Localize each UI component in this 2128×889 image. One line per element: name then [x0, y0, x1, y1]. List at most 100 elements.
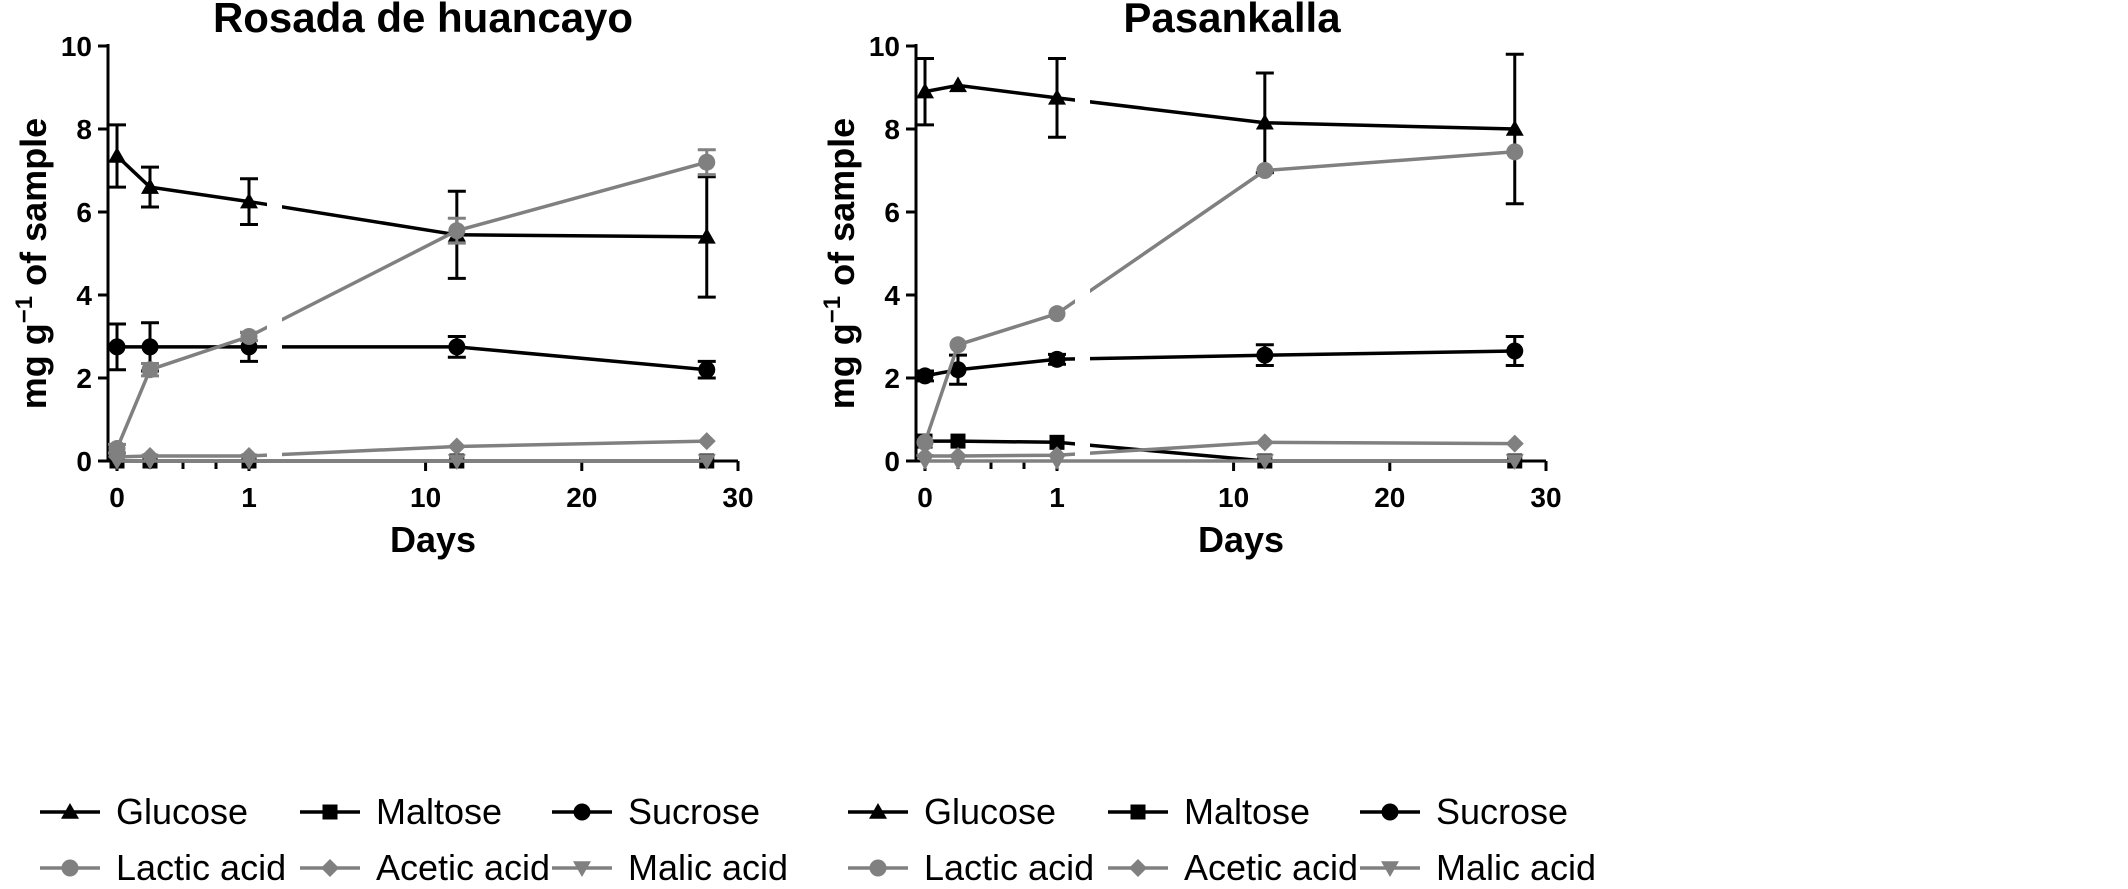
- data-point-glucose: [141, 178, 159, 194]
- legend-marker-malic-acid: [1381, 861, 1399, 877]
- data-point-sucrose: [1048, 350, 1066, 368]
- data-point-lactic-acid: [141, 361, 159, 379]
- series-glucose: [916, 52, 1524, 206]
- data-point-malic-acid: [916, 454, 934, 470]
- data-point-lactic-acid: [949, 336, 967, 354]
- series-maltose: [917, 433, 1523, 469]
- series-line-acetic-acid: [925, 440, 1515, 458]
- data-point-malic-acid: [1505, 454, 1524, 470]
- data-point-lactic-acid: [1506, 143, 1524, 161]
- series-sucrose: [916, 335, 1524, 386]
- legend-label: Sucrose: [1436, 791, 1568, 832]
- data-point-acetic-acid: [447, 437, 466, 456]
- legend-item-maltose: Maltose: [1108, 791, 1310, 832]
- x-tick-label: 30: [1530, 482, 1561, 513]
- series-malic-acid: [916, 454, 1524, 470]
- legend-item-malic-acid: Malic acid: [552, 847, 788, 888]
- legend-item-glucose: Glucose: [40, 791, 248, 832]
- legend-marker-acetic-acid: [321, 859, 339, 877]
- data-point-sucrose: [1256, 346, 1274, 364]
- data-point-glucose: [949, 76, 967, 93]
- y-tick-label: 0: [76, 446, 92, 477]
- legend-marker-glucose: [869, 803, 887, 819]
- chart-title: Pasankalla: [1123, 0, 1341, 41]
- legend-label: Lactic acid: [924, 847, 1094, 888]
- legend-label: Glucose: [924, 791, 1056, 832]
- data-point-lactic-acid: [240, 328, 258, 345]
- data-point-lactic-acid: [698, 153, 716, 171]
- data-point-malic-acid: [141, 454, 159, 470]
- y-axis-label: mg g−1 of sample: [11, 118, 54, 409]
- axis-break: [267, 36, 282, 459]
- y-tick-label: 4: [884, 280, 900, 311]
- data-point-lactic-acid: [1048, 305, 1066, 323]
- legend-marker-lactic-acid: [61, 859, 79, 877]
- data-point-sucrose: [1506, 342, 1524, 360]
- y-axis-label: mg g−1 of sample: [819, 118, 862, 409]
- legend-marker-sucrose: [1381, 803, 1399, 821]
- data-point-sucrose: [698, 361, 716, 379]
- data-point-sucrose: [141, 338, 159, 356]
- data-point-maltose: [1049, 434, 1065, 450]
- series-glucose: [108, 123, 716, 299]
- data-point-sucrose: [108, 338, 126, 356]
- series-line-lactic-acid: [923, 150, 1515, 443]
- data-point-glucose: [108, 146, 126, 163]
- data-point-glucose: [1255, 113, 1274, 130]
- series-line-sucrose: [924, 349, 1515, 378]
- legend-item-sucrose: Sucrose: [1360, 791, 1568, 832]
- legend-label: Maltose: [376, 791, 502, 832]
- y-tick-label: 8: [76, 114, 92, 145]
- data-point-malic-acid: [1048, 454, 1066, 470]
- legend-label: Acetic acid: [1184, 847, 1358, 888]
- x-axis-label: Days: [390, 519, 476, 560]
- legend-item-sucrose: Sucrose: [552, 791, 760, 832]
- legend-marker-maltose: [1130, 804, 1146, 820]
- x-tick-label: 30: [722, 482, 753, 513]
- data-point-malic-acid: [108, 454, 126, 470]
- data-point-glucose: [240, 192, 258, 209]
- data-point-glucose: [697, 227, 716, 244]
- x-tick-label: 20: [1374, 482, 1405, 513]
- data-point-lactic-acid: [448, 222, 466, 240]
- data-point-maltose: [950, 433, 966, 449]
- series-line-glucose: [924, 83, 1515, 131]
- chart-title: Rosada de huancayo: [213, 0, 633, 41]
- axis-break: [1075, 36, 1090, 459]
- data-point-acetic-acid: [697, 432, 716, 451]
- series-sucrose: [108, 321, 716, 380]
- y-tick-label: 8: [884, 114, 900, 145]
- y-tick-label: 4: [76, 280, 92, 311]
- legend-marker-maltose: [322, 804, 338, 820]
- data-point-sucrose: [949, 361, 967, 379]
- legend-2: Glucose Maltose Sucrose Lactic acid Acetic a…: [848, 791, 1596, 888]
- x-tick-label: 1: [241, 482, 257, 513]
- series-line-lactic-acid: [115, 160, 708, 450]
- x-axis-label: Days: [1198, 519, 1284, 560]
- x-tick-label: 10: [1218, 482, 1249, 513]
- data-point-lactic-acid: [1256, 162, 1274, 179]
- legend-label: Sucrose: [628, 791, 760, 832]
- data-point-acetic-acid: [1505, 434, 1524, 453]
- legend-item-maltose: Maltose: [300, 791, 502, 832]
- legend-item-lactic-acid: Lactic acid: [40, 847, 286, 888]
- data-point-sucrose: [448, 338, 466, 356]
- y-tick-label: 6: [884, 197, 900, 228]
- y-tick-label: 2: [884, 363, 900, 394]
- data-point-glucose: [1048, 88, 1066, 105]
- data-point-lactic-acid: [916, 433, 934, 451]
- y-tick-label: 0: [884, 446, 900, 477]
- legend-label: Malic acid: [628, 847, 788, 888]
- data-point-glucose: [916, 82, 934, 99]
- series-line-acetic-acid: [116, 439, 707, 459]
- data-point-sucrose: [916, 367, 934, 385]
- chart-panel-pasankalla: Pasankalla 0 2 4 6 8 10 mg g−1 of sample 0 1 10 20 3…: [819, 0, 1562, 560]
- legend-marker-glucose: [61, 803, 79, 819]
- y-tick-label: 10: [61, 31, 92, 62]
- legend-label: Lactic acid: [116, 847, 286, 888]
- series-malic-acid: [108, 454, 716, 470]
- legend-marker-sucrose: [573, 803, 591, 821]
- legend-label: Malic acid: [1436, 847, 1596, 888]
